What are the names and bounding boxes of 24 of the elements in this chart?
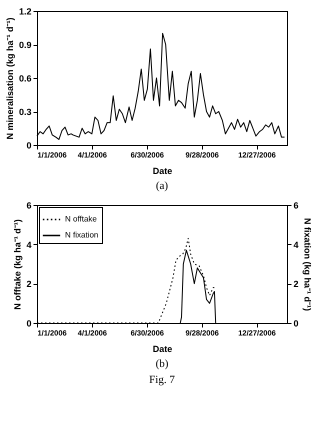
legend-label: N offtake — [65, 214, 98, 224]
y-tick-label: 0.6 — [18, 74, 32, 84]
x-axis-title: Date — [152, 166, 172, 176]
y-tick-label: 0 — [26, 318, 32, 328]
y-tick-label: 4 — [26, 240, 32, 250]
y2-tick-label: 6 — [294, 200, 299, 210]
y-tick-label: 2 — [26, 279, 32, 290]
y-axis-title: N offtake (kg ha⁻¹ d⁻¹) — [12, 219, 22, 310]
y2-tick-label: 0 — [294, 318, 299, 328]
y2-tick-label: 2 — [294, 279, 299, 290]
y2-axis-title: N fixation (kg ha⁻¹ d⁻¹) — [302, 218, 313, 311]
line-series — [36, 32, 286, 140]
text: (a) — [156, 180, 168, 192]
y-tick-label: 0 — [26, 140, 32, 150]
y-axis-title: N mineralisation (kg ha⁻¹ d⁻¹) — [4, 17, 15, 140]
y-tick-label: 0.9 — [18, 40, 32, 50]
y2-tick-label: 4 — [294, 240, 299, 250]
legend-label: N fixation — [65, 230, 98, 240]
x-axis-title: Date — [152, 344, 172, 354]
caption: Fig. 7 — [149, 374, 176, 386]
text: (b) — [156, 358, 169, 370]
y-tick-label: 1.2 — [18, 6, 32, 16]
y-tick-label: 6 — [26, 200, 32, 210]
y-tick-label: 0.3 — [18, 107, 32, 117]
